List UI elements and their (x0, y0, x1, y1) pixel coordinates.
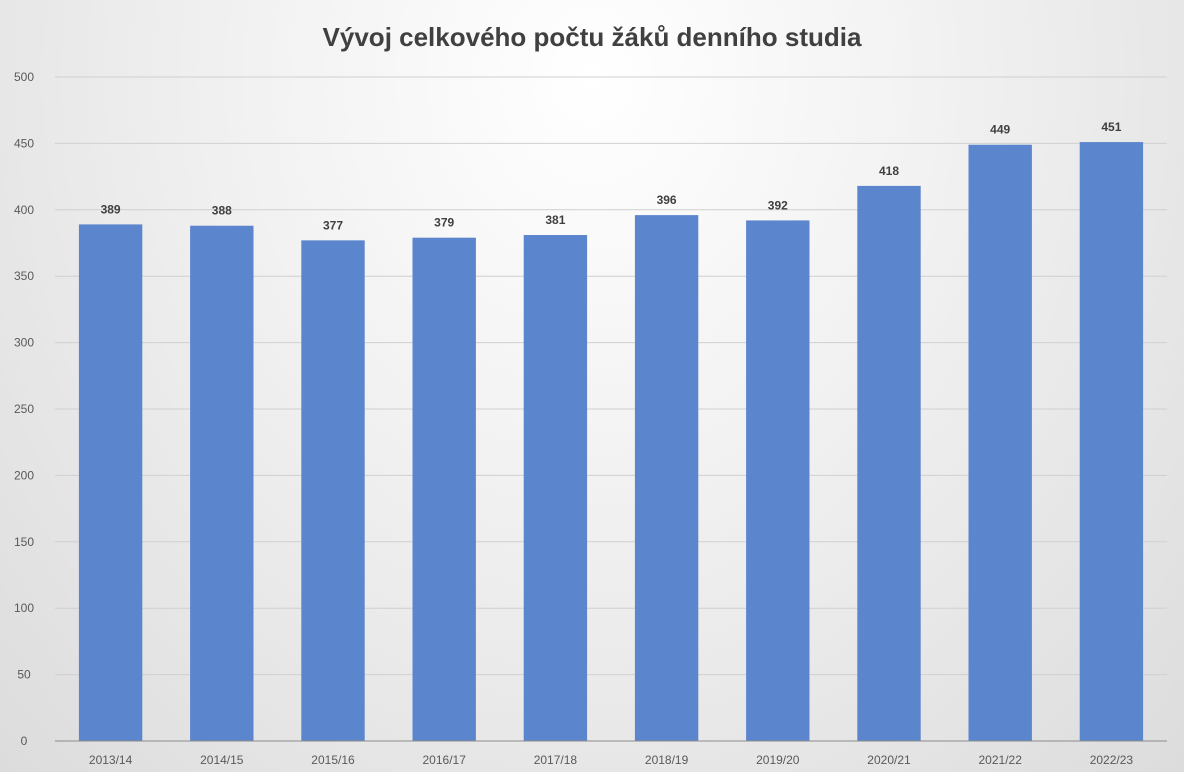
data-label: 418 (879, 164, 899, 178)
bar (301, 240, 365, 741)
bar (412, 237, 476, 742)
y-tick-label: 400 (14, 203, 34, 217)
bar (78, 224, 143, 741)
data-label: 381 (545, 213, 565, 227)
x-tick-label: 2015/16 (311, 753, 355, 767)
x-tick-label: 2014/15 (200, 753, 244, 767)
data-label: 377 (323, 218, 343, 232)
x-tick-label: 2013/14 (89, 753, 133, 767)
x-tick-label: 2022/23 (1090, 753, 1134, 767)
data-label: 396 (657, 193, 677, 207)
bar (523, 235, 588, 742)
data-label: 449 (990, 123, 1010, 137)
y-tick-label: 250 (14, 402, 34, 416)
bar (857, 185, 921, 741)
y-tick-label: 450 (14, 136, 34, 150)
bar (634, 215, 699, 741)
y-tick-label: 200 (14, 468, 34, 482)
x-tick-label: 2016/17 (423, 753, 467, 767)
data-label: 451 (1101, 120, 1121, 134)
data-label: 392 (768, 198, 788, 212)
y-tick-label: 350 (14, 269, 34, 283)
data-label: 388 (212, 204, 232, 218)
y-tick-label: 100 (14, 601, 34, 615)
x-tick-label: 2020/21 (867, 753, 911, 767)
x-tick-label: 2021/22 (979, 753, 1023, 767)
bar (190, 225, 254, 742)
bar (968, 144, 1032, 741)
x-tick-label: 2018/19 (645, 753, 689, 767)
x-tick-label: 2017/18 (534, 753, 578, 767)
data-label: 389 (101, 202, 121, 216)
y-tick-label: 500 (14, 70, 34, 84)
x-tick-label: 2019/20 (756, 753, 800, 767)
y-tick-label: 0 (21, 734, 28, 748)
bar (1079, 142, 1144, 741)
chart-title: Vývoj celkového počtu žáků denního studi… (322, 22, 862, 52)
y-tick-label: 50 (17, 668, 31, 682)
bar (746, 220, 810, 741)
y-tick-label: 150 (14, 535, 34, 549)
y-tick-label: 300 (14, 336, 34, 350)
data-label: 379 (434, 216, 454, 230)
